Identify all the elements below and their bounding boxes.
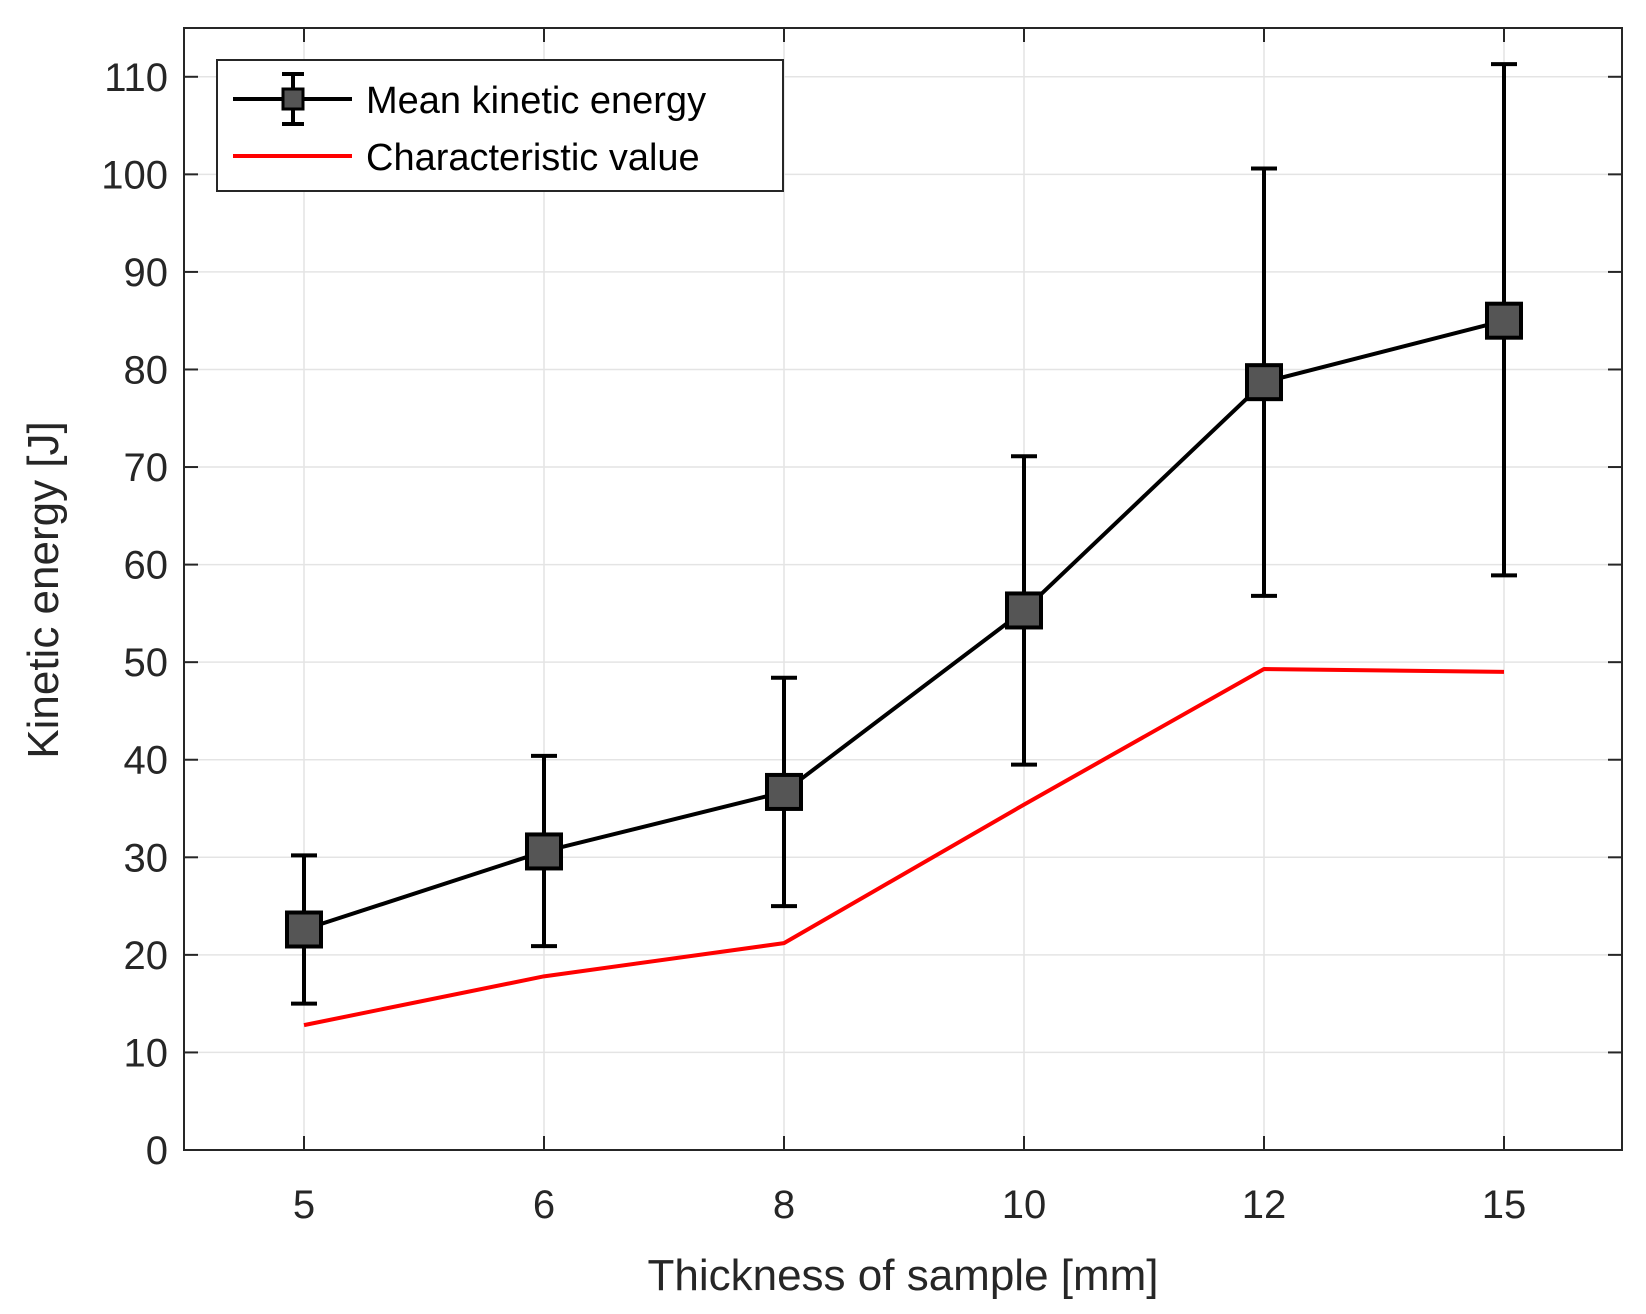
y-tick-label-90: 90	[124, 251, 169, 295]
y-tick-label-10: 10	[124, 1031, 169, 1075]
x-tick-label-15: 15	[1482, 1183, 1527, 1227]
y-tick-label-80: 80	[124, 348, 169, 392]
y-tick-label-50: 50	[124, 641, 169, 685]
marker-8	[765, 772, 803, 811]
y-tick-label-110: 110	[104, 56, 168, 100]
marker-12	[1245, 363, 1283, 402]
plot-frame	[183, 27, 1623, 1151]
line-mean-kinetic-energy	[303, 318, 1505, 932]
tick-labels: 0 10 20 30 40 50 60 70 80 90 100 110 5 6 8 10 12 15	[101, 56, 1526, 1227]
x-tick-label-10: 10	[1002, 1183, 1047, 1227]
legend-box	[216, 59, 784, 192]
x-tick-label-5: 5	[293, 1183, 315, 1227]
y-tick-label-30: 30	[124, 836, 169, 880]
legend-label-mean-kinetic-energy: Mean kinetic energy	[366, 80, 706, 122]
legend: Mean kinetic energy Characteristic value	[216, 59, 784, 192]
line-characteristic-value	[303, 667, 1505, 1028]
marker-15	[1485, 301, 1523, 340]
series-mean-kinetic-energy	[285, 62, 1523, 1006]
legend-label-characteristic-value: Characteristic value	[366, 137, 700, 179]
y-tick-label-60: 60	[124, 544, 169, 588]
marker-6	[525, 832, 563, 871]
y-tick-label-20: 20	[124, 934, 169, 978]
marker-5	[285, 910, 323, 949]
plot-background	[184, 28, 1622, 1150]
y-axis-title: Kinetic energy [J]	[19, 421, 68, 759]
x-axis-title: Thickness of sample [mm]	[647, 1251, 1158, 1300]
y-tick-label-70: 70	[124, 446, 169, 490]
x-tick-label-6: 6	[533, 1183, 555, 1227]
y-tick-label-40: 40	[124, 739, 169, 783]
y-tick-label-0: 0	[146, 1129, 168, 1173]
legend-marker-mean-kinetic-energy	[281, 87, 305, 111]
y-tick-label-100: 100	[101, 153, 168, 197]
axis-ticks	[184, 28, 1622, 1151]
marker-10	[1005, 591, 1043, 630]
x-tick-label-8: 8	[773, 1183, 795, 1227]
x-tick-label-12: 12	[1242, 1183, 1287, 1227]
series-characteristic-value	[303, 667, 1505, 1028]
